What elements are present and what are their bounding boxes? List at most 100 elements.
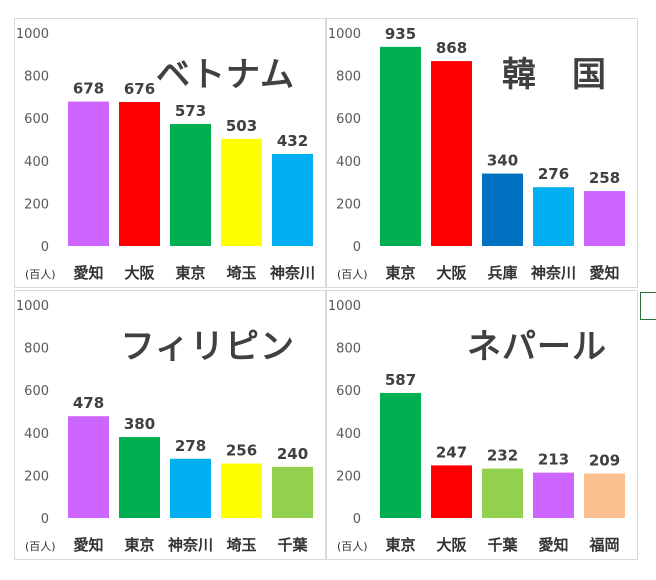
y-tick-label: 600: [24, 384, 49, 399]
data-label: 587: [385, 371, 416, 389]
bar-chart-philippines: 0 200 400 600 800 1000 478 愛知 380 東京 278 神奈川 256 埼玉 24…: [16, 299, 313, 554]
bar-4: [221, 463, 262, 518]
data-label: 256: [226, 441, 257, 459]
y-tick-label: 1000: [16, 299, 49, 314]
data-label: 209: [589, 451, 620, 469]
data-label: 276: [538, 165, 569, 183]
category-label: 大阪: [436, 264, 467, 282]
data-label: 278: [175, 437, 206, 455]
bar-2: [431, 465, 472, 518]
category-label: 埼玉: [226, 536, 256, 554]
y-tick-label: 800: [24, 70, 49, 85]
chart-title: フィリピン: [120, 327, 295, 367]
y-tick-label: 400: [24, 427, 49, 442]
y-tick-label: 200: [24, 197, 49, 212]
data-label: 868: [436, 39, 467, 57]
data-label: 478: [73, 394, 104, 412]
data-label: 676: [124, 80, 155, 98]
y-tick-label: 400: [24, 155, 49, 170]
category-label: 千葉: [277, 536, 308, 554]
category-label: 愛知: [589, 264, 619, 282]
data-label: 258: [589, 169, 620, 187]
bar-1: [68, 101, 109, 246]
data-label: 935: [385, 25, 416, 43]
y-tick-label: 800: [24, 342, 49, 357]
bar-2: [119, 102, 160, 247]
bar-4: [533, 187, 574, 246]
category-label: 東京: [124, 536, 154, 554]
bar-5: [272, 466, 313, 518]
unit-label: (百人): [337, 268, 368, 281]
y-tick-label: 1000: [16, 27, 49, 42]
chart-panel-philippines: フィリピン 0 200 400 600 800 1000 478 愛知 380 東京 278 神奈川 2…: [14, 290, 326, 560]
y-tick-label: 600: [336, 112, 361, 127]
y-tick-label: 0: [353, 512, 361, 527]
data-label: 503: [226, 117, 257, 135]
data-label: 340: [487, 152, 518, 170]
bar-4: [533, 472, 574, 518]
chart-title: 韓 国: [502, 55, 607, 95]
bar-4: [221, 138, 262, 246]
data-label: 247: [436, 443, 467, 461]
y-tick-label: 0: [41, 512, 49, 527]
y-tick-label: 600: [24, 112, 49, 127]
bar-3: [170, 458, 211, 518]
y-tick-label: 0: [353, 240, 361, 255]
category-label: 大阪: [124, 264, 155, 282]
category-label: 兵庫: [487, 264, 517, 282]
bar-5: [584, 473, 625, 518]
data-label: 678: [73, 80, 104, 98]
data-label: 573: [175, 102, 206, 120]
y-tick-label: 800: [336, 342, 361, 357]
y-tick-label: 200: [24, 469, 49, 484]
category-label: 神奈川: [168, 536, 213, 554]
category-label: 東京: [385, 264, 415, 282]
chart-title: ベトナム: [156, 55, 295, 95]
y-tick-label: 400: [336, 427, 361, 442]
bar-1: [380, 46, 421, 246]
bar-5: [272, 153, 313, 246]
y-tick-label: 1000: [328, 27, 361, 42]
category-label: 神奈川: [531, 264, 576, 282]
bar-3: [482, 173, 523, 246]
category-label: 埼玉: [226, 264, 256, 282]
category-label: 東京: [385, 536, 415, 554]
unit-label: (百人): [25, 268, 56, 281]
chart-panel-nepal: ネパール 0 200 400 600 800 1000 587 東京 247 大阪 232 千葉 213…: [326, 290, 638, 560]
y-tick-label: 400: [336, 155, 361, 170]
chart-title: ネパール: [467, 327, 607, 367]
category-label: 愛知: [538, 536, 568, 554]
category-label: 愛知: [73, 264, 103, 282]
y-tick-label: 1000: [328, 299, 361, 314]
chart-panel-korea: 韓 国 0 200 400 600 800 1000 935 東京 868 大阪 340 兵庫 276 神…: [326, 18, 638, 288]
category-label: 福岡: [588, 536, 619, 554]
category-label: 神奈川: [270, 264, 315, 282]
chart-panel-vietnam: ベトナム 0 200 400 600 800 1000 678 愛知 676 大阪 573 東京 503…: [14, 18, 326, 288]
bar-chart-korea: 0 200 400 600 800 1000 935 東京 868 大阪 340 兵庫 276 神奈川 25…: [328, 25, 625, 282]
bar-5: [584, 191, 625, 246]
category-label: 千葉: [487, 536, 518, 554]
bar-1: [68, 416, 109, 518]
data-label: 213: [538, 451, 569, 469]
category-label: 大阪: [436, 536, 467, 554]
category-label: 東京: [175, 264, 205, 282]
unit-label: (百人): [25, 540, 56, 553]
unit-label: (百人): [337, 540, 368, 553]
cell-selection-box[interactable]: [640, 292, 656, 320]
bar-3: [482, 468, 523, 518]
bar-chart-nepal: 0 200 400 600 800 1000 587 東京 247 大阪 232 千葉 213 愛知 209…: [328, 299, 625, 554]
bar-3: [170, 123, 211, 246]
bar-1: [380, 392, 421, 518]
bar-2: [431, 61, 472, 247]
y-tick-label: 0: [41, 240, 49, 255]
bar-chart-vietnam: 0 200 400 600 800 1000 678 愛知 676 大阪 573 東京 503 埼玉 432…: [16, 27, 315, 282]
data-label: 432: [277, 132, 308, 150]
category-label: 愛知: [73, 536, 103, 554]
data-label: 380: [124, 415, 155, 433]
data-label: 240: [277, 445, 308, 463]
y-tick-label: 800: [336, 70, 361, 85]
y-tick-label: 600: [336, 384, 361, 399]
y-tick-label: 200: [336, 197, 361, 212]
bar-2: [119, 437, 160, 518]
y-tick-label: 200: [336, 469, 361, 484]
